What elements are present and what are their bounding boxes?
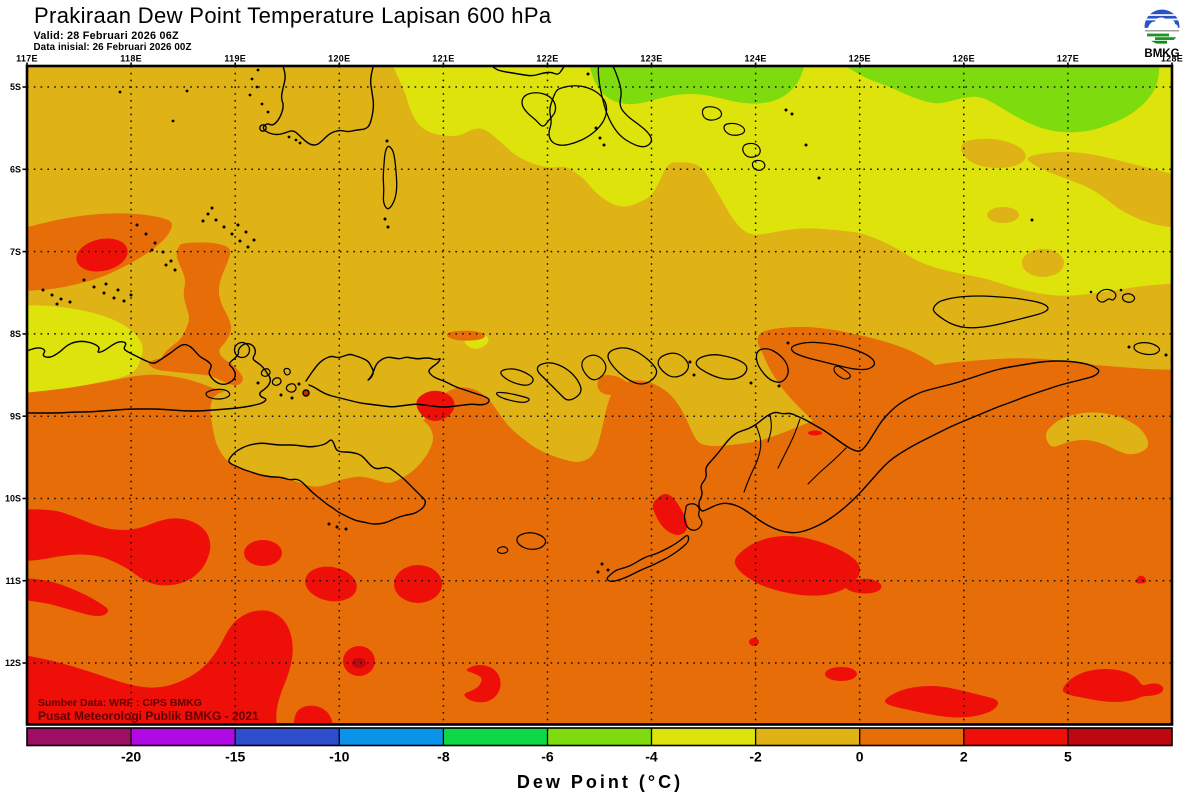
svg-text:121E: 121E bbox=[432, 54, 454, 64]
svg-text:0: 0 bbox=[856, 749, 864, 765]
svg-text:126E: 126E bbox=[953, 54, 975, 64]
svg-text:124E: 124E bbox=[744, 54, 766, 64]
svg-text:-4: -4 bbox=[645, 749, 658, 765]
svg-text:6S: 6S bbox=[10, 165, 21, 175]
svg-text:119E: 119E bbox=[224, 54, 246, 64]
svg-text:5: 5 bbox=[1064, 749, 1072, 765]
svg-text:7S: 7S bbox=[10, 247, 21, 257]
svg-text:Valid: 28 Februari 2026 06Z: Valid: 28 Februari 2026 06Z bbox=[34, 30, 180, 42]
svg-text:-15: -15 bbox=[225, 749, 245, 765]
svg-text:10S: 10S bbox=[5, 494, 21, 504]
svg-text:Pusat Meteorologi Publik BMKG: Pusat Meteorologi Publik BMKG - 2021 bbox=[38, 709, 259, 723]
svg-text:Dew Point (°C): Dew Point (°C) bbox=[517, 772, 683, 792]
svg-text:117E: 117E bbox=[16, 54, 38, 64]
svg-text:127E: 127E bbox=[1057, 54, 1079, 64]
svg-text:125E: 125E bbox=[849, 54, 871, 64]
svg-text:9S: 9S bbox=[10, 411, 21, 421]
svg-text:118E: 118E bbox=[120, 54, 142, 64]
svg-text:Sumber Data: WRF : CIPS BMKG: Sumber Data: WRF : CIPS BMKG bbox=[38, 697, 202, 709]
svg-text:11S: 11S bbox=[5, 576, 21, 586]
svg-text:123E: 123E bbox=[640, 54, 662, 64]
svg-text:BMKG: BMKG bbox=[1144, 48, 1179, 60]
svg-text:120E: 120E bbox=[328, 54, 350, 64]
svg-text:-10: -10 bbox=[329, 749, 349, 765]
svg-text:Data inisial: 26 Februari 2026: Data inisial: 26 Februari 2026 00Z bbox=[34, 42, 192, 53]
svg-text:Prakiraan Dew Point Temperatur: Prakiraan Dew Point Temperature Lapisan … bbox=[34, 3, 552, 28]
svg-text:122E: 122E bbox=[536, 54, 558, 64]
svg-text:-6: -6 bbox=[541, 749, 554, 765]
svg-text:128E: 128E bbox=[1161, 54, 1183, 64]
svg-text:2: 2 bbox=[960, 749, 968, 765]
svg-text:-2: -2 bbox=[749, 749, 762, 765]
svg-text:12S: 12S bbox=[5, 658, 21, 668]
svg-text:-8: -8 bbox=[437, 749, 450, 765]
svg-text:5S: 5S bbox=[10, 82, 21, 92]
svg-text:-20: -20 bbox=[121, 749, 141, 765]
svg-text:8S: 8S bbox=[10, 329, 21, 339]
